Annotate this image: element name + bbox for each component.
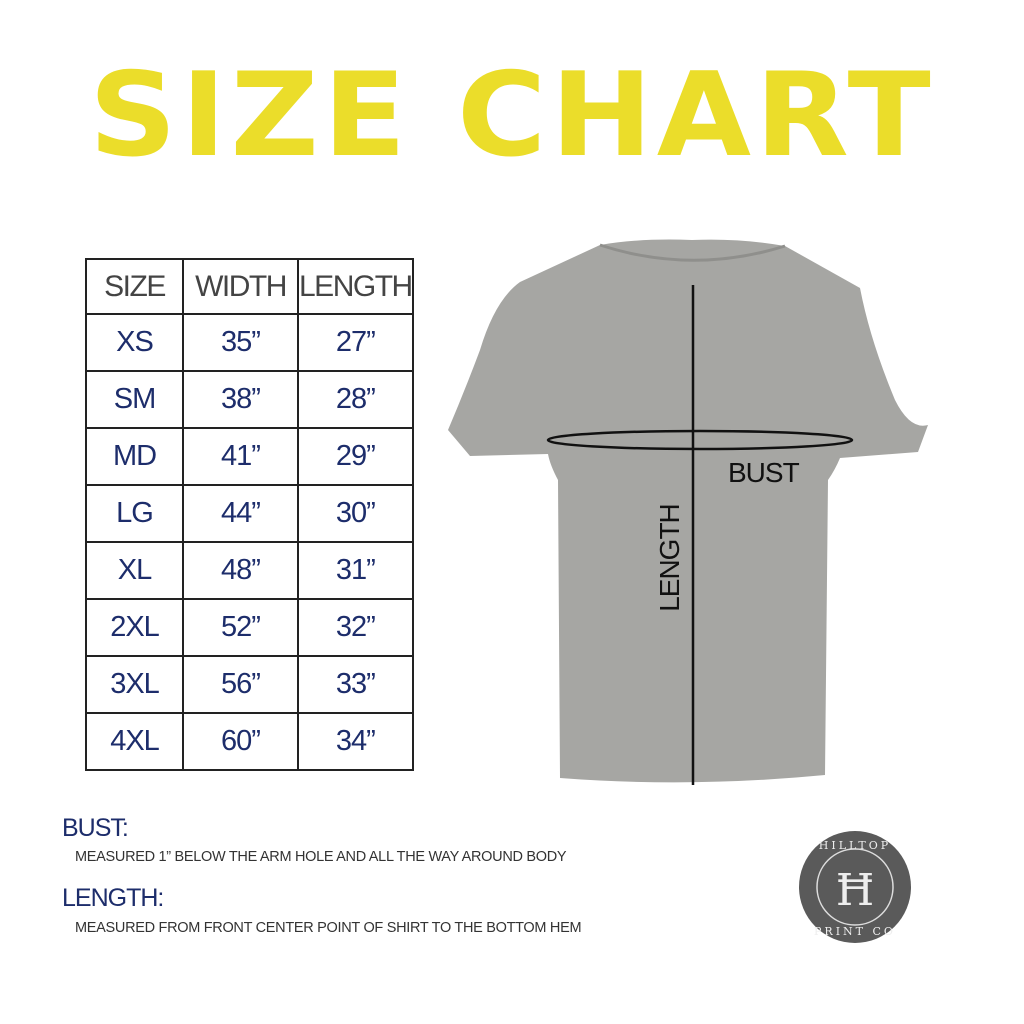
cell-width: 52” xyxy=(182,598,299,657)
table-header-row: SIZE WIDTH LENGTH xyxy=(85,258,414,315)
cell-length: 30” xyxy=(297,484,414,543)
table-row: 3XL 56” 33” xyxy=(85,655,414,714)
cell-size: 2XL xyxy=(85,598,184,657)
bust-note-heading: BUST: xyxy=(62,814,129,842)
cell-length: 29” xyxy=(297,427,414,486)
cell-length: 31” xyxy=(297,541,414,600)
length-note-text: MEASURED FROM FRONT CENTER POINT OF SHIR… xyxy=(75,920,582,936)
cell-length: 27” xyxy=(297,313,414,372)
cell-width: 48” xyxy=(182,541,299,600)
collar xyxy=(599,243,786,262)
cell-size: XL xyxy=(85,541,184,600)
cell-width: 41” xyxy=(182,427,299,486)
cell-length: 33” xyxy=(297,655,414,714)
table-row: LG 44” 30” xyxy=(85,484,414,543)
cell-width: 56” xyxy=(182,655,299,714)
table-row: XL 48” 31” xyxy=(85,541,414,600)
page-title: SIZE CHART xyxy=(89,48,935,183)
cell-size: MD xyxy=(85,427,184,486)
bust-label: BUST xyxy=(728,457,800,488)
cell-length: 34” xyxy=(297,712,414,771)
cell-size: XS xyxy=(85,313,184,372)
table-row: 4XL 60” 34” xyxy=(85,712,414,771)
cell-length: 28” xyxy=(297,370,414,429)
table-row: MD 41” 29” xyxy=(85,427,414,486)
table-row: 2XL 52” 32” xyxy=(85,598,414,657)
cell-size: 3XL xyxy=(85,655,184,714)
bust-note-text: MEASURED 1” BELOW THE ARM HOLE AND ALL T… xyxy=(75,849,567,865)
header-width: WIDTH xyxy=(182,258,299,315)
table-row: SM 38” 28” xyxy=(85,370,414,429)
length-note-heading: LENGTH: xyxy=(62,884,164,912)
cell-width: 60” xyxy=(182,712,299,771)
cell-length: 32” xyxy=(297,598,414,657)
cell-width: 44” xyxy=(182,484,299,543)
cell-width: 35” xyxy=(182,313,299,372)
tshirt-diagram xyxy=(448,239,928,785)
hilltop-logo: Ħ HILLTOP PRINT CO xyxy=(799,831,911,943)
bust-line xyxy=(546,429,854,451)
cell-size: 4XL xyxy=(85,712,184,771)
header-size: SIZE xyxy=(85,258,184,315)
tshirt-shape xyxy=(448,239,928,783)
cell-size: LG xyxy=(85,484,184,543)
length-label: LENGTH xyxy=(653,504,685,612)
cell-size: SM xyxy=(85,370,184,429)
size-table: SIZE WIDTH LENGTH XS 35” 27” SM 38” 28” MD 41” 2… xyxy=(85,258,414,771)
header-length: LENGTH xyxy=(297,258,414,315)
svg-text:HILLTOP: HILLTOP xyxy=(819,839,891,852)
svg-text:Ħ: Ħ xyxy=(836,865,874,916)
table-row: XS 35” 27” xyxy=(85,313,414,372)
cell-width: 38” xyxy=(182,370,299,429)
svg-text:PRINT CO: PRINT CO xyxy=(814,925,896,938)
